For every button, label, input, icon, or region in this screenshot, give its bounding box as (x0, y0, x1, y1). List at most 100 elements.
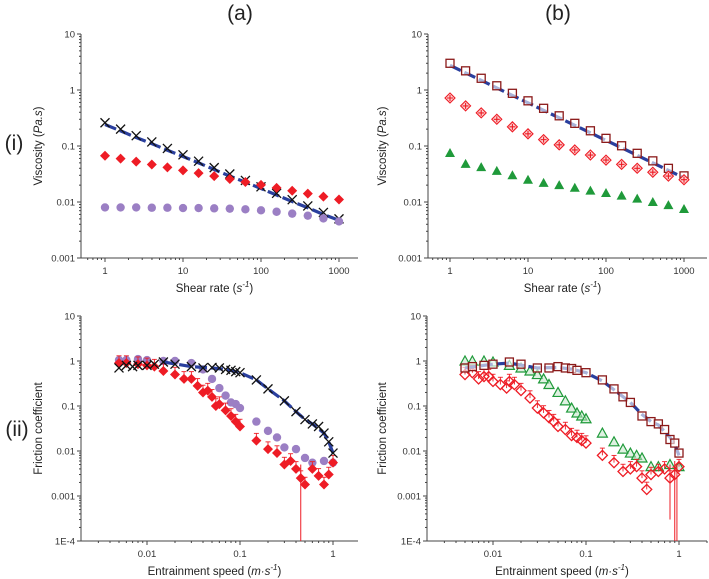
data-point-triangle (531, 368, 544, 380)
x-axis-title-close: ) (249, 283, 253, 295)
data-point-diamond (584, 149, 597, 161)
data-point-square (488, 359, 498, 369)
column-label-a: (a) (227, 2, 253, 25)
series-diamond (114, 355, 338, 541)
data-point-square (674, 448, 684, 458)
x-tick-label: 100 (253, 266, 269, 277)
fit-line (449, 63, 685, 180)
data-point-diamond (131, 156, 142, 167)
data-point-diamond (202, 385, 213, 396)
y-tick-label: 10 (64, 30, 75, 41)
data-point-diamond (569, 144, 581, 156)
x-axis-title-unit: s (237, 283, 243, 295)
row-label-ii: (ii) (5, 418, 28, 441)
y-tick-label: 1 (417, 86, 422, 97)
data-point-triangle (460, 158, 471, 168)
data-point-triangle (507, 170, 518, 180)
y-tick-label: 0.001 (397, 492, 421, 503)
data-point-cross (178, 149, 188, 160)
data-point-diamond (664, 472, 676, 485)
data-point-diamond (100, 150, 110, 161)
y-tick-label: 1E-4 (401, 537, 421, 548)
data-point-diamond (531, 402, 544, 414)
data-point-cross (193, 156, 204, 167)
y-axis-title: Viscosity (Pa.s) (33, 106, 45, 185)
data-point-square (581, 368, 591, 378)
y-axis-title-text: Friction coefficient (377, 381, 389, 474)
y-tick-label: 10 (410, 312, 421, 323)
y-axis-title-text: Friction coefficient (33, 381, 45, 474)
data-point-circle (252, 417, 261, 426)
data-point-square (504, 357, 515, 367)
data-point-diamond (624, 462, 637, 475)
series-fit (104, 123, 340, 222)
y-axis-title: Friction coefficient (33, 381, 45, 474)
data-point-circle (235, 403, 245, 413)
data-point-triangle (607, 435, 621, 447)
data-point-diamond (608, 456, 620, 469)
data-point-triangle (523, 174, 533, 184)
data-point-cross (300, 414, 310, 425)
data-point-triangle (491, 165, 502, 175)
data-point-diamond (537, 133, 550, 146)
data-point-circle (210, 204, 219, 213)
data-point-diamond (640, 483, 653, 496)
data-point-square (538, 103, 549, 113)
x-axis-title: Entrainment speed (m·s-1) (148, 563, 282, 578)
data-point-diamond (615, 158, 628, 171)
data-point-diamond (596, 449, 609, 462)
data-point-circle (263, 426, 273, 436)
data-point-square (467, 361, 478, 372)
data-point-square (670, 438, 680, 448)
y-tick-label: 0.01 (403, 447, 422, 458)
data-point-square (572, 365, 582, 375)
data-point-diamond (256, 179, 266, 190)
y-axis-title-close: ) (377, 106, 389, 110)
data-point-triangle (559, 394, 572, 406)
x-tick-label: 10 (523, 266, 534, 277)
series-square (445, 58, 689, 181)
data-point-triangle (569, 182, 580, 192)
data-point-cross (251, 374, 262, 385)
data-point-square (637, 411, 647, 421)
x-axis-title-text: Entrainment speed ( (495, 566, 599, 578)
series-diamond (100, 150, 344, 205)
data-point-square (507, 88, 518, 98)
data-point-cross (131, 130, 142, 141)
data-point-cross (114, 363, 124, 373)
y-axis-title-text: Viscosity ( (377, 133, 389, 185)
data-point-triangle (445, 147, 455, 157)
data-point-triangle (554, 180, 565, 190)
data-point-circle (215, 383, 224, 393)
x-tick-label: 1 (447, 266, 452, 277)
data-point-diamond (272, 448, 283, 459)
x-tick-label: 0.01 (138, 549, 157, 560)
x-axis-title-unit: s (585, 283, 591, 295)
y-axis-title-text: Viscosity ( (33, 133, 45, 185)
data-point-diamond (652, 465, 665, 478)
data-point-cross (133, 360, 143, 371)
y-tick-label: 1 (70, 86, 75, 97)
y-tick-label: 0.1 (62, 402, 75, 413)
data-point-cross (328, 448, 338, 459)
x-tick-label: 0.01 (484, 549, 503, 560)
series-triangle (445, 147, 689, 213)
data-point-cross (209, 162, 220, 173)
data-point-diamond (146, 159, 157, 170)
data-point-diamond (271, 182, 282, 193)
data-point-triangle (551, 386, 565, 398)
x-axis-title-text: Entrainment speed ( (148, 566, 252, 578)
chart-panel-a-ii: 1E-4 0.001 0.01 0.1 1 10 0.01 0.1 1 Entrainment s… (33, 312, 358, 578)
x-axis-title-exponent: -1 (590, 280, 597, 289)
data-point-circle (334, 217, 344, 226)
data-point-diamond (207, 391, 218, 402)
data-point-cross (323, 436, 334, 447)
x-axis-title: Shear rate (s-1) (524, 280, 602, 295)
data-point-square (479, 360, 489, 371)
data-point-square (616, 141, 627, 151)
y-axis-title-close: ) (33, 106, 45, 110)
data-point-circle (303, 211, 312, 220)
data-point-square (632, 148, 642, 158)
y-tick-label: 0.01 (57, 198, 76, 209)
